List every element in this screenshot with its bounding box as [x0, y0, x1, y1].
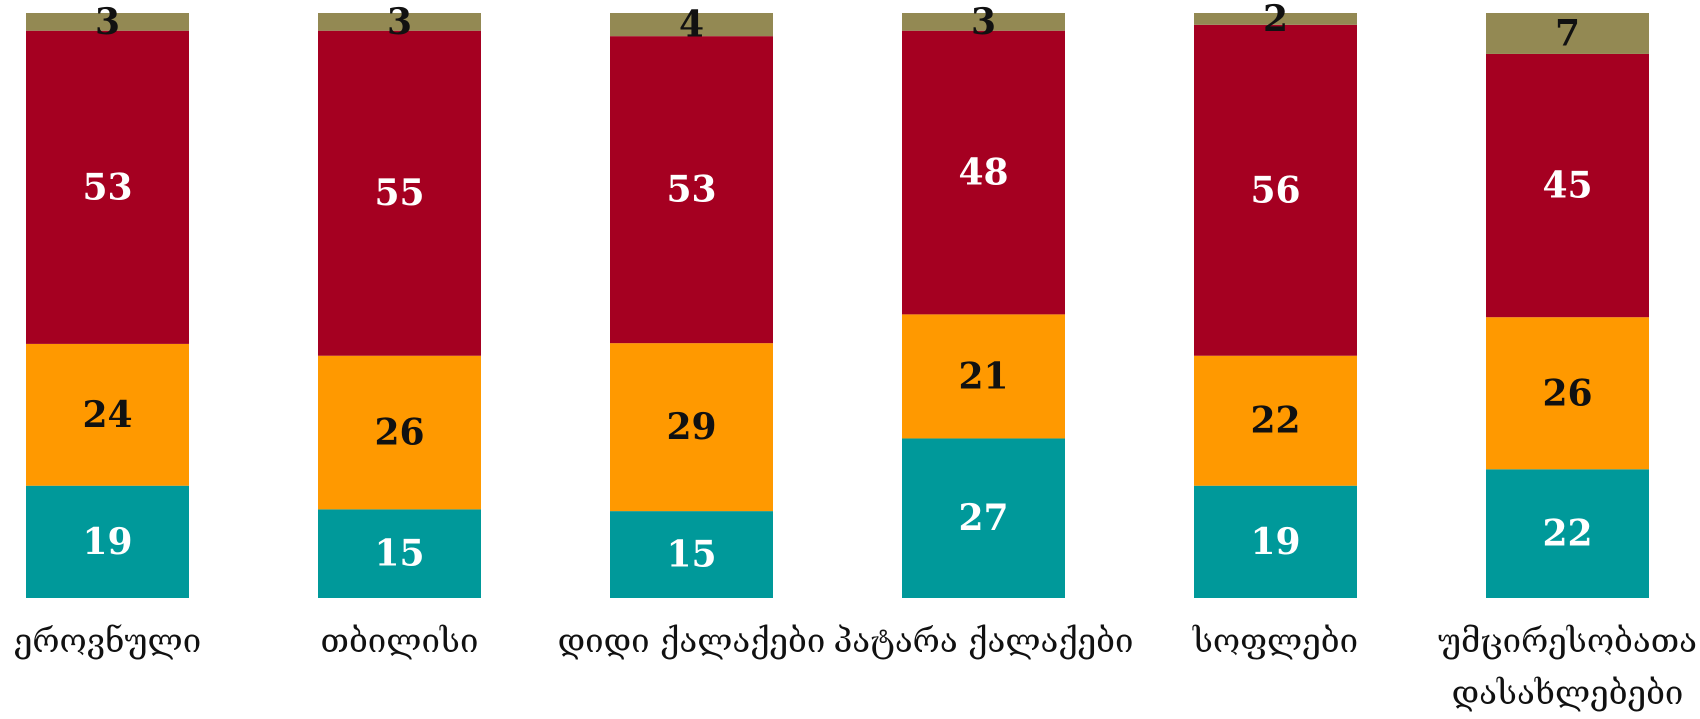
segment-labels-layer: 1924533152655315295342721483192256222264… [82, 0, 1592, 576]
data-label-2-3: 4 [679, 4, 704, 46]
data-label-0-1: 24 [82, 394, 132, 436]
bar-segment-1-3 [318, 13, 481, 31]
bar-segment-5-3 [1486, 13, 1649, 54]
data-label-3-1: 21 [958, 355, 1008, 397]
data-label-0-0: 19 [82, 521, 132, 563]
bar-segment-3-1 [902, 314, 1065, 439]
data-label-3-2: 48 [958, 152, 1008, 194]
data-label-2-2: 53 [666, 169, 716, 211]
bar-segment-1-1 [318, 355, 481, 510]
data-label-0-2: 53 [82, 166, 132, 208]
data-label-1-1: 26 [374, 412, 424, 454]
data-label-1-3: 3 [387, 1, 412, 43]
data-label-5-0: 22 [1542, 513, 1592, 555]
data-label-4-3: 2 [1263, 0, 1288, 40]
category-label-2: დიდი ქალაქები [558, 621, 826, 660]
bar-segment-2-3 [610, 13, 773, 37]
bar-segment-2-2 [610, 36, 773, 344]
category-label-0: ეროვნული [14, 621, 201, 660]
data-label-4-0: 19 [1250, 521, 1300, 563]
bar-segment-0-3 [26, 13, 189, 31]
category-label-5-line-1: დასახლებები [1452, 673, 1684, 712]
bar-segment-5-0 [1486, 469, 1649, 598]
bar-segment-0-1 [26, 343, 189, 486]
category-label-1: თბილისი [321, 621, 479, 660]
category-label-5-line-0: უმცირესობათა [1438, 621, 1697, 660]
bar-segment-3-0 [902, 438, 1065, 598]
category-label-4: სოფლები [1192, 621, 1358, 660]
bar-segment-0-0 [26, 485, 189, 598]
data-label-3-3: 3 [971, 1, 996, 43]
bar-segment-4-2 [1194, 24, 1357, 356]
bar-segment-4-0 [1194, 485, 1357, 598]
data-label-5-3: 7 [1555, 12, 1580, 54]
bars-layer [26, 13, 1649, 598]
bar-segment-1-2 [318, 30, 481, 356]
data-label-5-1: 26 [1542, 372, 1592, 414]
data-label-1-0: 15 [374, 533, 424, 575]
data-label-4-2: 56 [1250, 169, 1300, 211]
bar-segment-2-0 [610, 511, 773, 598]
data-label-2-0: 15 [666, 534, 716, 576]
bar-segment-5-2 [1486, 53, 1649, 318]
data-label-3-0: 27 [958, 497, 1008, 539]
bar-segment-3-3 [902, 13, 1065, 31]
bar-segment-2-1 [610, 343, 773, 512]
data-label-4-1: 22 [1250, 400, 1300, 442]
data-label-2-1: 29 [666, 406, 716, 448]
data-label-5-2: 45 [1542, 165, 1592, 207]
data-label-1-2: 55 [374, 172, 424, 214]
category-label-3: პატარა ქალაქები [834, 621, 1134, 660]
bar-segment-0-2 [26, 30, 189, 344]
bar-segment-3-2 [902, 30, 1065, 315]
category-labels-layer: ეროვნული თბილისი დიდი ქალაქები პატარა ქალაქ… [14, 621, 1697, 712]
bar-segment-4-1 [1194, 355, 1357, 486]
bar-segment-1-0 [318, 509, 481, 598]
bar-segment-4-3 [1194, 13, 1357, 25]
bar-segment-5-1 [1486, 317, 1649, 470]
data-label-0-3: 3 [95, 1, 120, 43]
